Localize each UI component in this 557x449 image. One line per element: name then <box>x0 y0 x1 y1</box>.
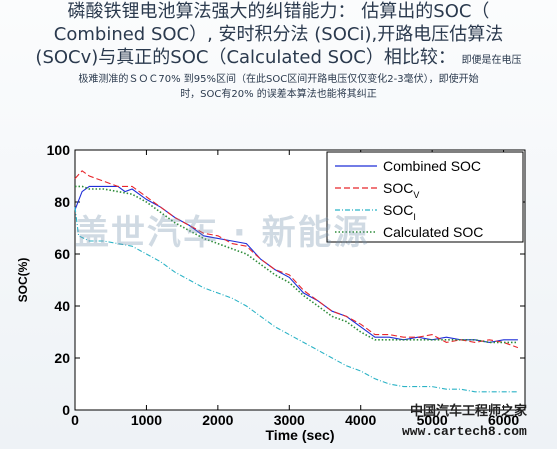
legend-label: SOCV <box>383 180 419 200</box>
x-tick-label: 5000 <box>417 412 448 428</box>
y-tick-label: 100 <box>47 142 71 158</box>
legend-label-main: Calculated SOC <box>383 224 483 240</box>
slide-heading: 磷酸铁锂电池算法强大的纠错能力： 估算出的SOC（ Combined SOC）,… <box>0 0 557 102</box>
legend-label: Combined SOC <box>383 158 481 174</box>
legend-box <box>326 151 524 243</box>
legend-label-sub: V <box>413 190 419 200</box>
heading-line-3: (SOCv)与真正的SOC（Calculated SOC）相比较： <box>35 47 456 68</box>
site-url: www.cartech8.com <box>402 424 527 439</box>
heading-line-3-wrap: (SOCv)与真正的SOC（Calculated SOC）相比较： 即便是在电压 <box>0 46 557 72</box>
y-tick-label: 80 <box>54 194 70 210</box>
x-tick-label: 1000 <box>131 412 162 428</box>
legend-label: Calculated SOC <box>383 224 483 240</box>
x-tick-label: 6000 <box>488 412 519 428</box>
x-tick-label: 4000 <box>345 412 376 428</box>
y-tick-label: 40 <box>54 298 70 314</box>
legend-label-main: SOC <box>383 180 413 196</box>
y-tick-label: 20 <box>54 350 70 366</box>
legend-label-main: Combined SOC <box>383 158 481 174</box>
series-lines <box>74 170 519 393</box>
series-line-2 <box>74 170 519 349</box>
heading-note-inline: 即便是在电压 <box>461 55 522 66</box>
axis-ticks: 0 1000 2000 3000 4000 5000 6000 0 20 40 60 80 100 <box>47 142 525 428</box>
legend-label-main: SOC <box>383 202 413 218</box>
x-tick-label: 3000 <box>274 412 305 428</box>
x-tick-label: 0 <box>71 412 79 428</box>
y-tick-label: 60 <box>54 246 70 262</box>
series-line-4 <box>75 185 518 344</box>
heading-line-2: Combined SOC）, 安时积分法 (SOCi),开路电压估算法 <box>53 24 504 45</box>
y-tick-label: 0 <box>62 402 70 418</box>
x-tick-label: 2000 <box>202 412 233 428</box>
x-axis-label: Time (sec) <box>266 427 335 443</box>
heading-note-line-2: 极难测准的ＳＯＣ70% 到95%区间（在此SOC区间开路电压仅仅变化2-3毫伏）… <box>78 74 479 85</box>
site-mark: 中国汽车工程师之家 <box>410 404 528 419</box>
heading-line-1: 磷酸铁锂电池算法强大的纠错能力： 估算出的SOC（ <box>67 1 490 22</box>
legend-label: SOCI <box>383 202 416 222</box>
heading-note-line-3: 时，SOC有20% 的误差本算法也能将其纠正 <box>180 89 377 100</box>
legend-label-sub: I <box>413 212 416 222</box>
y-axis-label: SOC(%) <box>16 258 30 303</box>
watermark: 盖世汽车 · 新能源 <box>75 213 370 253</box>
